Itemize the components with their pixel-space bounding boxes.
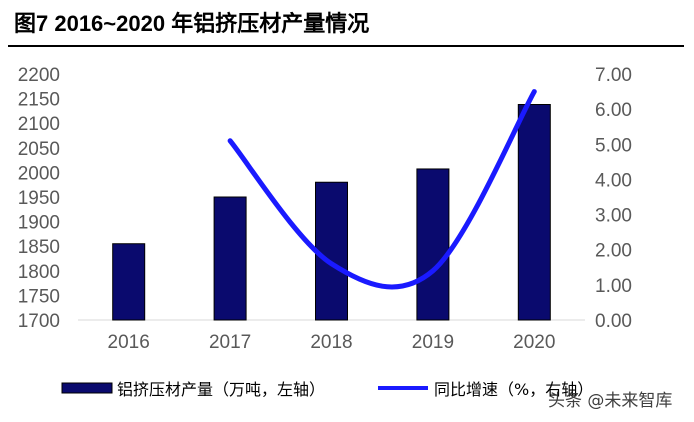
x-axis-ticks: 2016 2017 2018 2019 2020: [108, 332, 556, 353]
right-tick-label: 6.00: [595, 100, 632, 121]
bar-2016: [112, 243, 146, 321]
legend-swatch-bar: [61, 382, 113, 394]
bar-2018: [315, 181, 348, 321]
bar-2017: [213, 196, 247, 321]
left-tick-label: 2200: [18, 65, 60, 86]
left-axis-ticks: 2200 2150 2100 2050 2000 1950 1900 1850 1800 1750…: [18, 65, 60, 332]
left-tick-label: 1850: [18, 237, 60, 258]
left-tick-label: 1800: [18, 262, 60, 283]
right-tick-label: 0.00: [595, 311, 632, 332]
bar-2020: [517, 104, 551, 321]
x-tick-label: 2017: [209, 332, 251, 353]
bar-2019: [416, 168, 450, 321]
right-tick-label: 7.00: [595, 65, 632, 86]
right-tick-label: 2.00: [595, 241, 632, 262]
left-tick-label: 2000: [18, 163, 60, 184]
x-tick-label: 2019: [412, 332, 454, 353]
right-tick-label: 3.00: [595, 206, 632, 227]
legend: 铝挤压材产量（万吨，左轴） 同比增速（%，右轴）: [61, 380, 593, 399]
left-tick-label: 2150: [18, 90, 60, 111]
left-tick-label: 1950: [18, 188, 60, 209]
right-tick-label: 4.00: [595, 170, 632, 191]
x-tick-label: 2016: [108, 332, 150, 353]
left-tick-label: 1700: [18, 311, 60, 332]
watermark: 头条 @未来智库: [548, 391, 673, 411]
x-tick-label: 2018: [310, 332, 352, 353]
x-tick-label: 2020: [513, 332, 555, 353]
left-tick-label: 2100: [18, 114, 60, 135]
right-axis-ticks: 7.00 6.00 5.00 4.00 3.00 2.00 1.00 0.00: [595, 65, 632, 332]
growth-rate-line: [227, 89, 537, 290]
legend-label-bar: 铝挤压材产量（万吨，左轴）: [117, 380, 325, 399]
title-divider: [8, 45, 684, 47]
right-tick-label: 5.00: [595, 135, 632, 156]
chart-title: 图7 2016~2020 年铝挤压材产量情况: [14, 11, 370, 36]
right-tick-label: 1.00: [595, 276, 632, 297]
left-tick-label: 2050: [18, 139, 60, 160]
left-tick-label: 1900: [18, 213, 60, 234]
legend-label-line: 同比增速（%，右轴）: [434, 380, 593, 399]
left-tick-label: 1750: [18, 286, 60, 307]
bar-series: [112, 104, 551, 321]
